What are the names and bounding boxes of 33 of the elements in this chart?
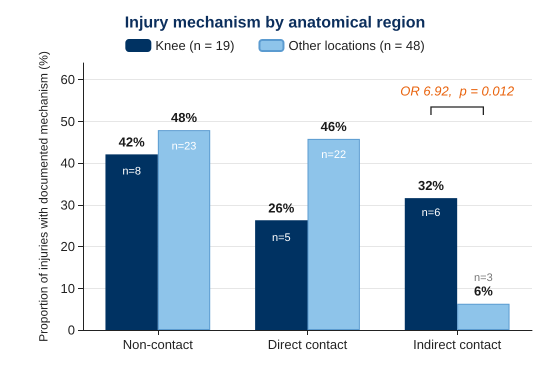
y-tick-label: 40 (60, 156, 75, 171)
bar (308, 138, 360, 330)
annotation: n=5 (272, 232, 291, 244)
legend-label: Knee (n = 19) (155, 38, 234, 53)
data-label: 26% (268, 200, 295, 216)
data-label: 46% (320, 118, 348, 134)
y-tick-label: 0 (68, 322, 75, 338)
bar (457, 304, 510, 330)
x-tick-label: Direct contact (268, 337, 348, 352)
annotation: n=23 (172, 140, 196, 152)
y-tick-label: 10 (60, 280, 75, 296)
y-axis-title: Proportion of injuries with documented mechanism (%) (36, 51, 51, 342)
bar (158, 130, 210, 330)
annotation: n=6 (422, 207, 440, 220)
y-tick-label: 20 (60, 239, 75, 254)
x-tick-label: Non-contact (122, 337, 194, 352)
data-label: 6% (474, 284, 494, 299)
legend-label: Other locations (n = 48) (288, 38, 425, 53)
y-tick-label: 60 (60, 72, 75, 88)
annotation: n=3 (474, 272, 493, 284)
chart-title: Injury mechanism by anatomical region (124, 14, 426, 32)
y-tick-label: 30 (60, 197, 75, 212)
x-tick-label: Indirect contact (413, 337, 502, 352)
data-label: 32% (418, 178, 444, 194)
bar (404, 198, 458, 330)
data-label: 42% (118, 134, 146, 150)
annotation: OR 6.92, p = 0.012 (400, 84, 515, 98)
annotation: n=22 (321, 148, 346, 161)
y-tick-label: 50 (60, 114, 75, 129)
data-label: 48% (171, 110, 198, 126)
bar (255, 220, 308, 330)
annotation: n=8 (122, 165, 141, 178)
bar (105, 154, 158, 330)
